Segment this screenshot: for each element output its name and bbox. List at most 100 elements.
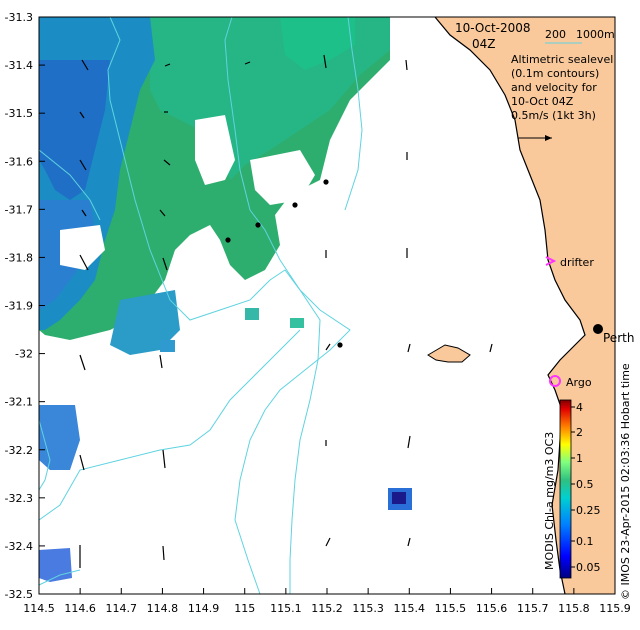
legend-line: 10-Oct 04Z (511, 95, 574, 108)
legend-text: Altimetric sealevel (0.1m contours) and … (511, 53, 613, 122)
y-tick-label: -32.2 (5, 444, 33, 457)
x-tick-label: 114.6 (64, 602, 96, 615)
drifter-marker (545, 256, 557, 266)
argo-label: Argo (566, 376, 592, 389)
cloud-gap (195, 115, 235, 185)
x-tick-label: 115.5 (435, 602, 467, 615)
coastline (434, 16, 586, 595)
velocity-arrow (79, 254, 89, 271)
velocity-dot (225, 237, 231, 243)
velocity-arrow (159, 354, 163, 369)
y-tick-label: -31.5 (5, 107, 33, 120)
contour-line (38, 149, 101, 221)
x-tick-label: 114.9 (188, 602, 220, 615)
velocity-dot (292, 202, 298, 208)
chl-teal-patch (110, 290, 180, 355)
chl-patch (160, 340, 175, 352)
chlorophyll-field (39, 17, 412, 582)
velocity-arrow (407, 343, 411, 353)
y-tick-label: -31.3 (5, 11, 33, 24)
colorbar-tick-label: 2 (576, 426, 583, 439)
drifter-label: drifter (560, 256, 594, 269)
velocity-dot (323, 179, 329, 185)
velocity-arrow (79, 454, 85, 471)
scale-label-200: 200 (545, 28, 566, 41)
x-tick-label: 115.1 (270, 602, 302, 615)
legend-line: and velocity for (511, 81, 597, 94)
velocity-arrow (405, 59, 408, 71)
contour-line (344, 16, 363, 211)
velocity-arrows (79, 54, 493, 568)
velocity-arrow (325, 343, 331, 351)
chl-patch (245, 308, 259, 320)
velocity-arrow (407, 435, 411, 449)
bathymetry-contours (38, 16, 363, 595)
velocity-arrow (162, 257, 168, 271)
colorbar-tick-label: 1 (576, 452, 583, 465)
perth-marker (593, 324, 603, 334)
velocity-arrow (244, 61, 251, 65)
contour-line (224, 16, 321, 594)
colorbar-ticks: 4 2 1 0.5 0.25 0.1 0.05 (571, 401, 601, 574)
y-tick-label: -31.7 (5, 203, 33, 216)
velocity-arrow (79, 354, 86, 371)
velocity-arrow (81, 59, 89, 71)
x-tick-label: 115.8 (558, 602, 590, 615)
legend-line: Altimetric sealevel (511, 53, 613, 66)
velocity-scale-arrowhead (545, 135, 552, 141)
legend-line: 0.5m/s (1kt 3h) (511, 109, 596, 122)
velocity-arrow (407, 537, 411, 547)
velocity-arrow (489, 343, 493, 353)
chl-patch (290, 318, 304, 328)
x-tick-label: 115.4 (394, 602, 426, 615)
chl-dark-blue (39, 60, 110, 200)
y-tick-label: -32.3 (5, 492, 33, 505)
y-tick-label: -31.9 (5, 300, 33, 313)
y-tick-label: -31.8 (5, 251, 33, 264)
colorbar-tick-label: 0.25 (576, 504, 601, 517)
x-tick-label: 115.6 (476, 602, 508, 615)
contour-line (107, 16, 351, 595)
argo-marker (549, 375, 561, 387)
velocity-arrow (323, 54, 327, 69)
x-axis-ticks: 114.5 114.6 114.7 114.8 114.9 115 115.1 115.2 11… (23, 588, 631, 615)
map-date: 10-Oct-2008 (455, 21, 531, 35)
x-tick-label: 115.7 (517, 602, 549, 615)
y-tick-label: -31.6 (5, 155, 33, 168)
colorbar-tick-label: 0.05 (576, 561, 601, 574)
scale-label-1000: 1000m (576, 28, 615, 41)
map-time: 04Z (472, 37, 496, 51)
x-tick-label: 114.5 (23, 602, 55, 615)
legend-line: (0.1m contours) (511, 67, 599, 80)
chl-patch-offshore-core (392, 492, 406, 504)
contour-line (38, 569, 81, 586)
credit-text: © IMOS 23-Apr-2015 02:03:36 Hobart time (619, 363, 632, 600)
y-axis-ticks: -31.3 -31.4 -31.5 -31.6 -31.7 -31.8 -31.9 -32 -3… (5, 11, 45, 601)
velocity-arrow (81, 209, 87, 217)
velocity-arrow (163, 159, 171, 166)
x-tick-label: 115 (234, 602, 255, 615)
velocity-arrow (79, 111, 85, 119)
x-tick-label: 115.2 (311, 602, 343, 615)
cloud-gap (60, 225, 105, 270)
x-tick-label: 115.3 (352, 602, 384, 615)
cloud-gap (250, 150, 315, 205)
x-tick-label: 114.7 (106, 602, 138, 615)
x-tick-label: 114.8 (147, 602, 179, 615)
velocity-arrow (164, 63, 171, 67)
chl-patch-southwest (39, 548, 72, 582)
contour-line (38, 419, 51, 491)
colorbar-caption: MODIS Chl-a mg/m3 OC3 (543, 432, 556, 570)
velocity-arrow (162, 449, 166, 469)
rottnest-island (427, 344, 471, 363)
city-label: Perth (603, 331, 634, 345)
y-tick-label: -32.5 (5, 588, 33, 601)
velocity-arrow (79, 159, 87, 171)
y-tick-label: -31.4 (5, 59, 33, 72)
velocity-arrow (325, 537, 331, 547)
chl-patch-southwest (39, 405, 80, 470)
colorbar-tick-label: 4 (576, 401, 583, 414)
colorbar-tick-label: 0.5 (576, 478, 594, 491)
colorbar-tick-label: 0.1 (576, 535, 594, 548)
